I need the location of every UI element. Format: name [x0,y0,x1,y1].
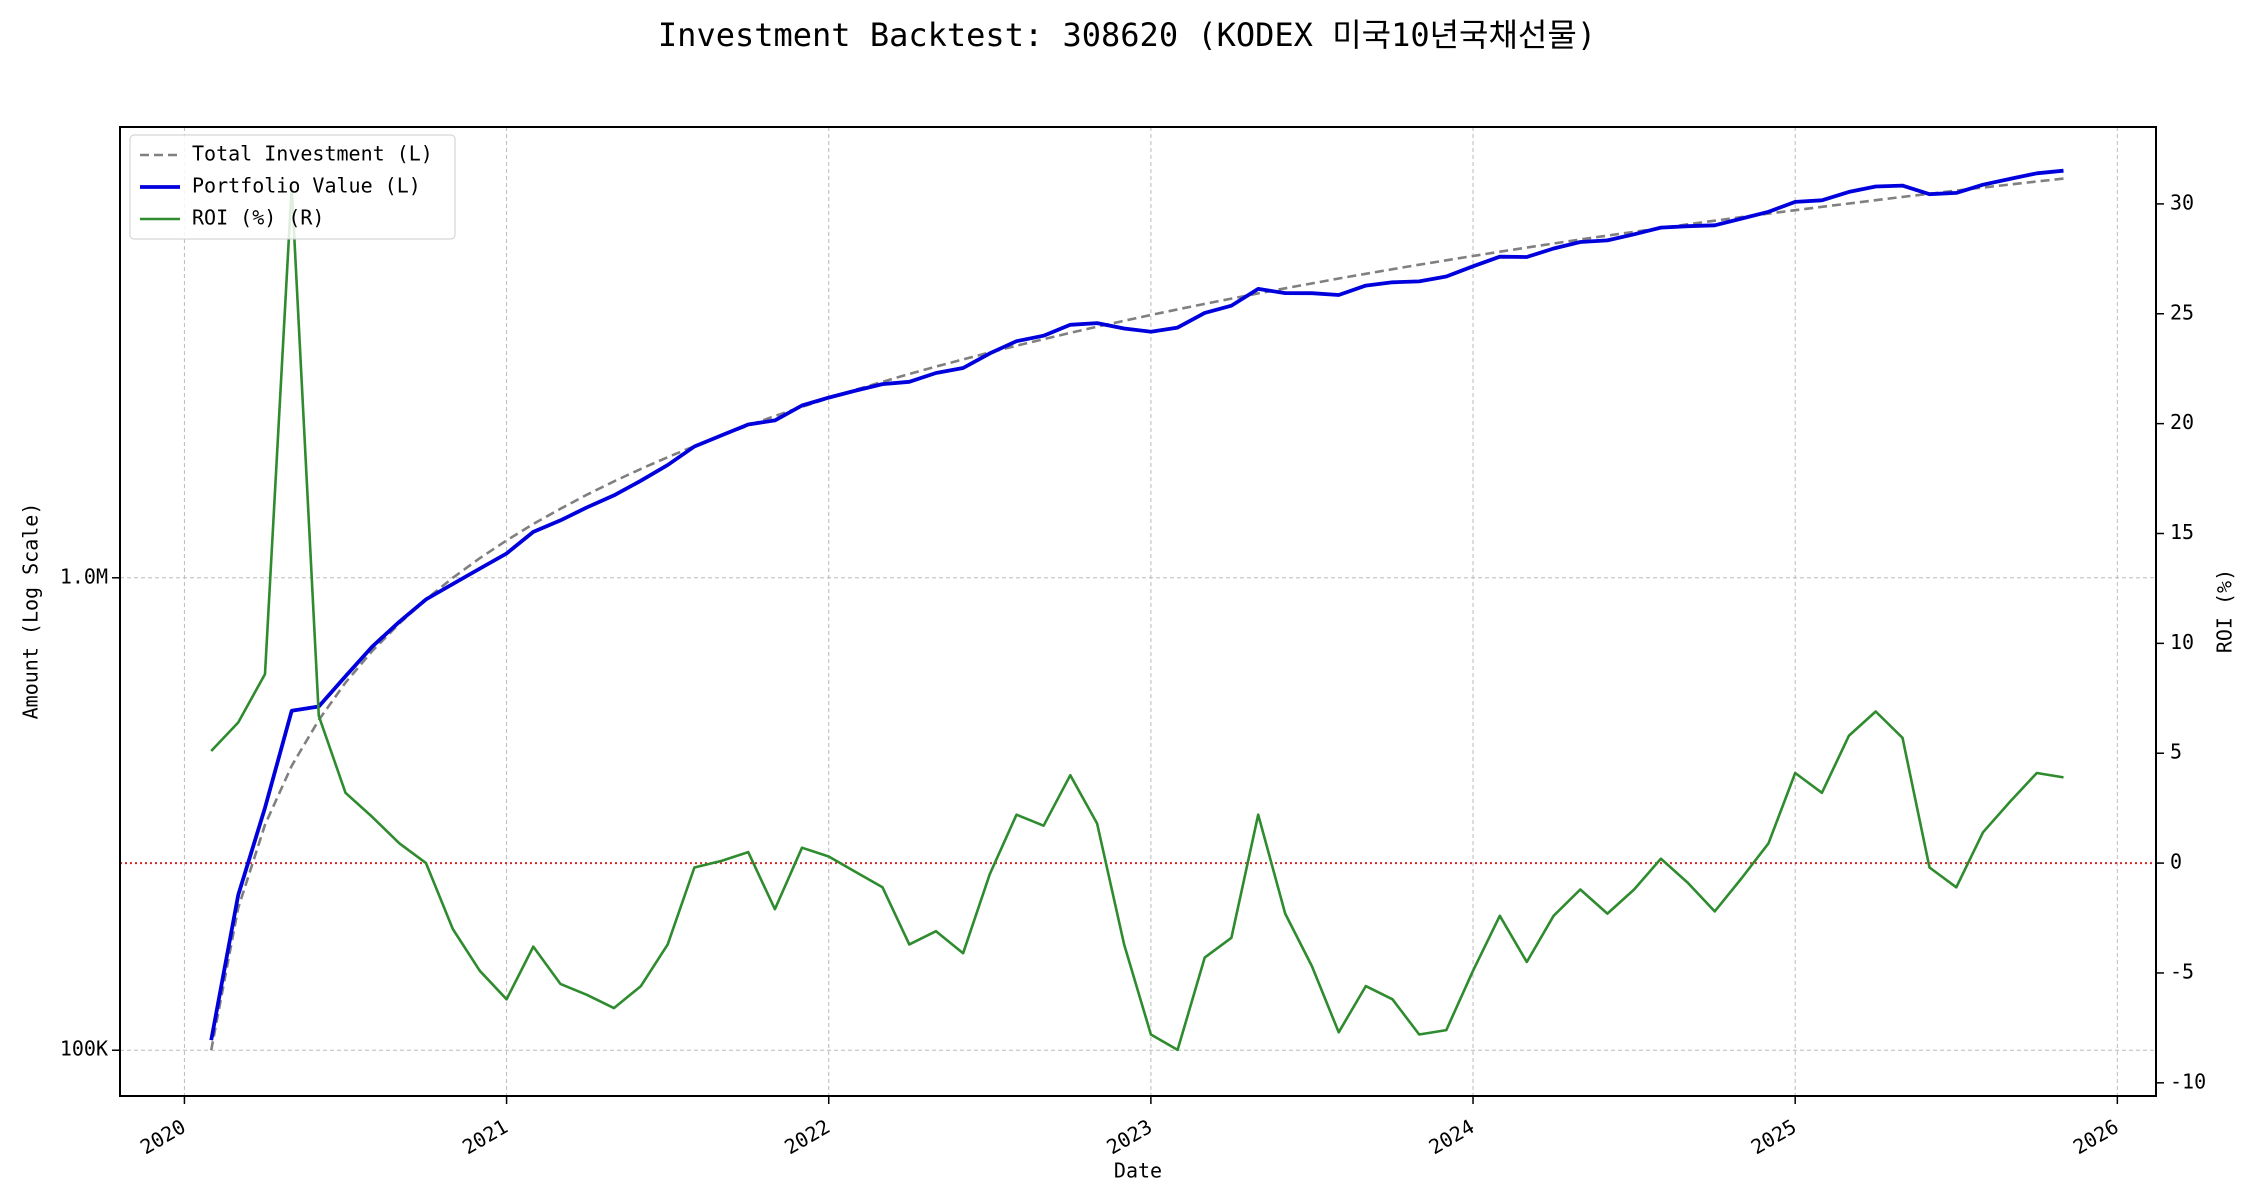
series-line [209,168,2064,1041]
legend-label: ROI (%) (R) [192,206,324,230]
y-tick-label: 100K [60,1037,108,1061]
y2-tick-label: 30 [2170,190,2194,214]
series-line [209,177,2064,1051]
legend: Total Investment (L) Portfolio Value (L) R… [129,134,456,240]
y2-tick-label: 20 [2170,410,2194,434]
y2-tick-label: -10 [2170,1069,2206,1093]
x-tick-label: 2021 [458,1114,512,1159]
y2-tick-label: 25 [2170,300,2194,324]
series-line [210,185,2064,1052]
y2-tick-label: 0 [2170,850,2182,874]
y2-axis-label: ROI (%) [2213,569,2237,653]
x-tick-label: 2020 [136,1114,190,1159]
y2-tick-label: 5 [2170,740,2182,764]
plot-frame [119,126,2157,1097]
x-tick-label: 2026 [2069,1114,2123,1159]
y2-tick-label: 10 [2170,630,2194,654]
chart-title: Investment Backtest: 308620 (KODEX 미국10년… [658,16,1596,54]
y2-tick-label: -5 [2170,959,2194,983]
y-tick-label: 1.0M [60,564,108,588]
x-tick-label: 2023 [1102,1114,1156,1159]
x-tick-label: 2022 [780,1114,834,1159]
y2-tick-label: 15 [2170,520,2194,544]
legend-label: Total Investment (L) [192,142,433,166]
y-axis-label: Amount (Log Scale) [19,503,43,720]
legend-label: Portfolio Value (L) [192,174,421,198]
x-tick-label: 2024 [1425,1114,1479,1159]
legend-box [129,134,456,240]
x-axis-label: Date [1114,1159,1162,1183]
x-tick-label: 2025 [1747,1114,1801,1159]
